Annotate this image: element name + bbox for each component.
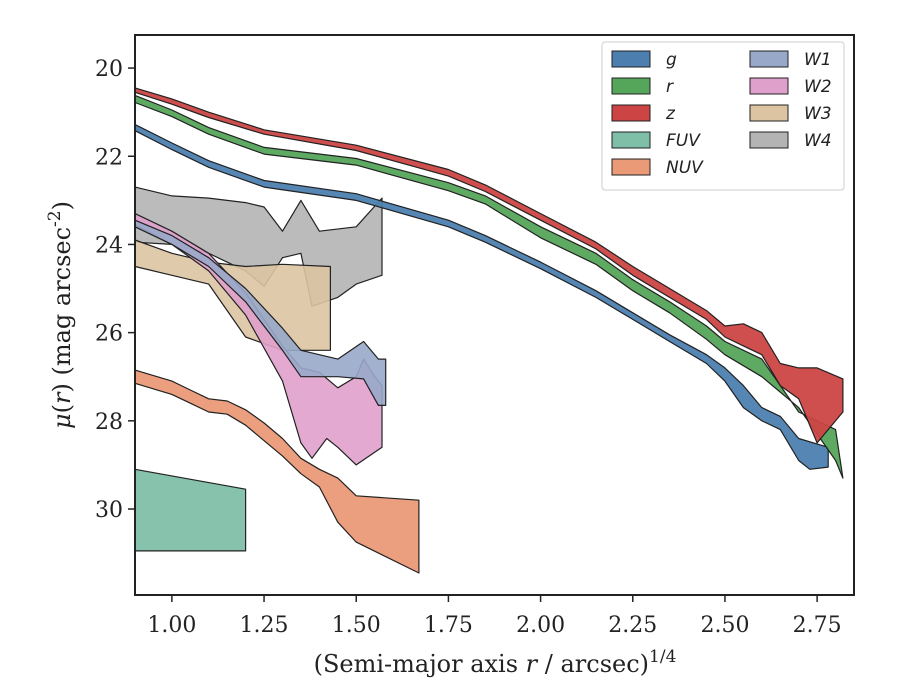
legend-label-w1: W1 xyxy=(804,50,832,70)
legend-label-w4: W4 xyxy=(804,131,832,151)
legend-swatch-w3 xyxy=(749,104,789,122)
legend-label-nuv: NUV xyxy=(666,158,704,178)
y-tick-label: 28 xyxy=(95,410,123,435)
band-nuv xyxy=(134,369,420,574)
band-fuv xyxy=(134,468,247,552)
legend-swatch-w4 xyxy=(749,131,789,149)
band-w1 xyxy=(134,219,387,406)
legend-swatch-g xyxy=(611,50,651,68)
legend-swatch-r xyxy=(611,77,651,95)
legend-label-w3: W3 xyxy=(804,104,832,124)
band-r xyxy=(134,94,844,479)
legend-swatch-nuv xyxy=(611,158,651,176)
legend-swatch-fuv xyxy=(611,131,651,149)
band-g xyxy=(134,123,829,470)
x-tick-label: 1.00 xyxy=(147,613,196,638)
y-tick-label: 26 xyxy=(95,322,123,347)
y-tick-label: 24 xyxy=(95,233,123,258)
x-tick-label: 1.75 xyxy=(424,613,473,638)
y-tick-label: 22 xyxy=(95,145,123,170)
x-tick-label: 1.25 xyxy=(240,613,289,638)
legend-label-r: r xyxy=(666,77,674,97)
y-axis-ticks: 20 22 24 26 28 30 xyxy=(95,57,135,523)
band-z xyxy=(134,87,844,444)
x-tick-label: 2.75 xyxy=(793,613,842,638)
plot-frame xyxy=(134,34,855,596)
legend-swatch-z xyxy=(611,104,651,122)
legend-swatch-w2 xyxy=(749,77,789,95)
x-tick-label: 1.50 xyxy=(332,613,381,638)
x-tick-label: 2.25 xyxy=(608,613,657,638)
x-tick-label: 2.50 xyxy=(700,613,749,638)
legend-label-z: z xyxy=(665,104,676,124)
y-axis-label: μ(r) (mag arcsec-2) xyxy=(45,201,76,429)
legend-label-w2: W2 xyxy=(804,77,832,97)
legend: grz FUV NUV W1 W2 W3 W4 xyxy=(601,41,845,191)
legend-label-g: g xyxy=(666,50,677,70)
x-axis-ticks: 1.00 1.25 1.50 1.75 2.00 2.25 2.50 2.75 xyxy=(147,595,842,638)
y-tick-label: 30 xyxy=(95,498,123,523)
x-axis-label: (Semi-major axis r / arcsec)1/4 xyxy=(314,647,677,678)
y-tick-label: 20 xyxy=(95,57,123,82)
x-tick-label: 2.00 xyxy=(516,613,565,638)
band-layer xyxy=(134,87,844,574)
legend-swatch-w1 xyxy=(749,50,789,68)
legend-label-fuv: FUV xyxy=(666,131,701,151)
